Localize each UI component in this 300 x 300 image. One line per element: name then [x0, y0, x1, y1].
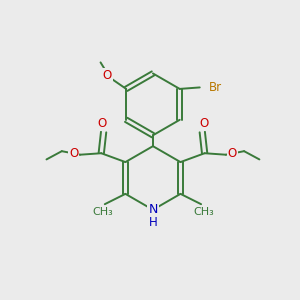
Text: H: H: [148, 216, 157, 229]
Text: O: O: [98, 117, 107, 130]
Text: O: O: [102, 69, 112, 82]
Text: N: N: [148, 203, 158, 216]
Text: Br: Br: [208, 81, 222, 94]
Text: O: O: [228, 147, 237, 160]
Text: CH₃: CH₃: [92, 207, 113, 218]
Text: O: O: [69, 147, 78, 160]
Text: CH₃: CH₃: [193, 207, 214, 218]
Text: O: O: [199, 117, 208, 130]
